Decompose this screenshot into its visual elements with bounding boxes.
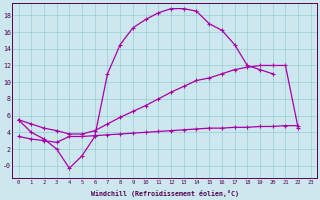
X-axis label: Windchill (Refroidissement éolien,°C): Windchill (Refroidissement éolien,°C) [91, 190, 239, 197]
